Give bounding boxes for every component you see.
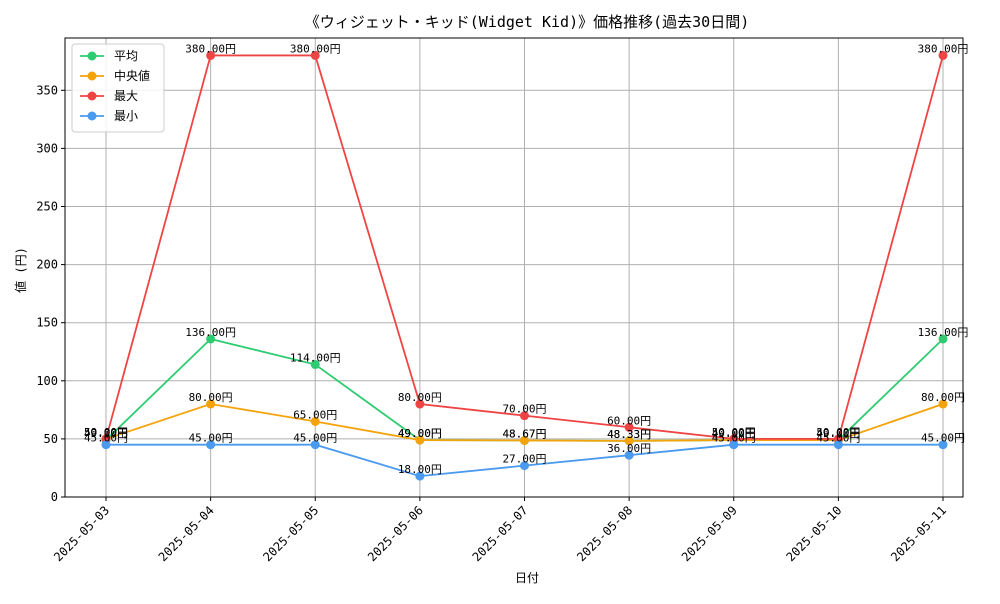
data-point — [520, 461, 529, 471]
data-point — [415, 399, 425, 409]
data-label: 65.00円 — [293, 408, 337, 421]
data-label: 49.00円 — [712, 427, 756, 440]
data-label: 45.00円 — [84, 432, 128, 445]
y-axis-label: 値 (円) — [13, 247, 28, 293]
data-point — [520, 411, 529, 421]
y-tick-label: 0 — [51, 490, 58, 504]
y-tick-label: 250 — [36, 199, 58, 213]
data-label: 45.00円 — [189, 432, 233, 445]
y-tick-label: 200 — [36, 258, 58, 272]
data-label: 60.00円 — [607, 414, 651, 427]
data-label: 50.00円 — [84, 426, 128, 439]
y-tick-label: 150 — [36, 316, 58, 330]
y-tick-label: 100 — [36, 374, 58, 388]
data-label: 48.67円 — [502, 427, 546, 440]
data-label: 380.00円 — [918, 42, 969, 55]
y-tick-label: 350 — [36, 83, 58, 97]
data-label: 380.00円 — [185, 42, 236, 55]
data-label: 49.00円 — [816, 427, 860, 440]
data-label: 136.00円 — [185, 326, 236, 339]
x-tick-label: 2025-05-08 — [574, 503, 635, 564]
data-label: 80.00円 — [398, 391, 442, 404]
data-label: 48.33円 — [607, 428, 651, 441]
data-point — [938, 334, 948, 344]
chart-title: 《ウィジェット・キッド(Widget Kid)》価格推移(過去30日間) — [305, 13, 750, 31]
data-label: 49.00円 — [398, 427, 442, 440]
x-tick-label: 2025-05-11 — [888, 503, 949, 564]
data-point — [520, 435, 529, 445]
data-point — [729, 440, 739, 450]
legend-marker — [87, 111, 97, 121]
x-tick-label: 2025-05-03 — [51, 503, 112, 564]
x-axis-label: 日付 — [515, 571, 539, 585]
legend-entry: 最大 — [114, 89, 138, 103]
x-tick-label: 2025-05-07 — [470, 503, 531, 564]
series-group — [101, 50, 948, 481]
data-point — [310, 50, 320, 60]
data-label: 45.00円 — [921, 432, 965, 445]
data-point — [938, 399, 948, 409]
plot-frame — [64, 37, 964, 498]
x-tick-label: 2025-05-10 — [784, 503, 845, 564]
data-point — [833, 440, 843, 450]
data-label: 49.00円 — [816, 427, 860, 440]
data-point — [206, 399, 216, 409]
data-point — [624, 436, 634, 446]
data-label: 45.00円 — [816, 432, 860, 445]
legend-entry: 最小 — [114, 109, 138, 123]
data-label: 48.33円 — [607, 428, 651, 441]
data-point — [206, 440, 216, 450]
data-label: 18.00円 — [398, 463, 442, 476]
data-label: 80.00円 — [189, 391, 233, 404]
x-tick-label: 2025-05-06 — [365, 503, 426, 564]
data-label: 70.00円 — [502, 403, 546, 416]
data-label: 45.00円 — [712, 432, 756, 445]
data-label: 36.00円 — [607, 442, 651, 455]
data-label: 114.00円 — [290, 352, 341, 365]
data-label: 27.00円 — [502, 453, 546, 466]
data-point — [206, 334, 216, 344]
data-point — [624, 450, 634, 460]
x-tick-label: 2025-05-05 — [260, 503, 321, 564]
data-label: 45.00円 — [293, 432, 337, 445]
legend-marker — [87, 51, 97, 61]
data-point — [415, 435, 425, 445]
data-label: 50.00円 — [816, 426, 860, 439]
x-tick-label: 2025-05-04 — [156, 503, 217, 564]
data-point — [938, 50, 948, 60]
data-label: 50.00円 — [712, 426, 756, 439]
data-label: 49.00円 — [398, 427, 442, 440]
x-tick-label: 2025-05-09 — [679, 503, 740, 564]
legend-marker — [87, 71, 97, 81]
data-point — [310, 360, 320, 370]
data-label: 48.67円 — [502, 427, 546, 440]
axes: 2025-05-03 2025-05-04 2025-05-05 2025-05-06… — [36, 37, 964, 564]
data-labels: 49.00円 136.00円 114.00円 49.00円 48.67円 48.33円 49… — [84, 42, 968, 476]
data-label: 50.00円 — [84, 426, 128, 439]
y-tick-label: 50 — [44, 432, 58, 446]
data-label: 136.00円 — [918, 326, 969, 339]
data-point — [310, 440, 320, 450]
legend-entry: 平均 — [114, 49, 138, 63]
data-label: 49.00円 — [712, 427, 756, 440]
data-point — [415, 471, 425, 481]
data-point — [101, 440, 111, 450]
legend-box — [71, 43, 165, 133]
y-tick-label: 300 — [36, 141, 58, 155]
data-label: 80.00円 — [921, 391, 965, 404]
data-point — [310, 416, 320, 426]
data-point — [206, 50, 216, 60]
data-point — [938, 440, 948, 450]
legend-entry: 中央値 — [114, 68, 150, 83]
legend-marker — [87, 91, 97, 101]
data-label: 49.00円 — [84, 427, 128, 440]
data-label: 380.00円 — [290, 42, 341, 55]
data-point — [624, 422, 634, 432]
